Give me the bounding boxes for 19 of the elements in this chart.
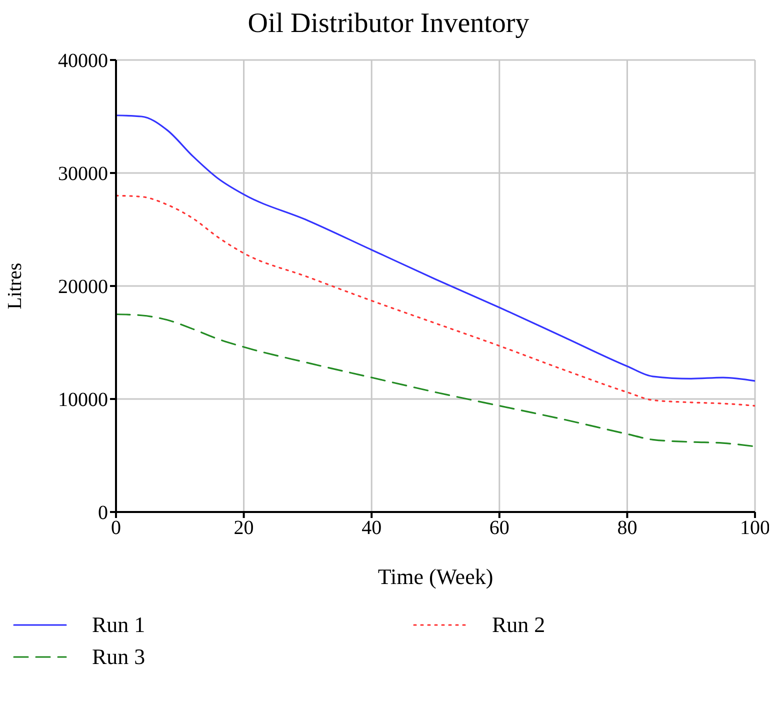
line-series — [116, 114, 755, 382]
x-tick-label: 80 — [617, 517, 638, 540]
x-tick-label: 20 — [234, 517, 254, 540]
legend-label: Run 2 — [492, 612, 546, 638]
y-tick-label: 30000 — [58, 163, 108, 186]
line-series — [116, 313, 755, 448]
x-tick-label: 40 — [362, 517, 382, 540]
y-tick-label: 40000 — [58, 50, 108, 72]
legend-label: Run 3 — [92, 644, 146, 670]
legend-label: Run 1 — [92, 612, 146, 638]
chart-title: Oil Distributor Inventory — [246, 8, 530, 41]
x-axis-title: Time (Week) — [378, 564, 494, 589]
y-tick-label: 10000 — [58, 389, 108, 412]
y-tick-label: 0 — [98, 502, 108, 524]
y-axis-title: Litres — [4, 262, 26, 310]
x-tick-label: 100 — [740, 517, 770, 540]
line-series — [116, 194, 755, 407]
y-tick-label: 20000 — [58, 276, 108, 298]
x-tick-label: 60 — [489, 517, 510, 540]
